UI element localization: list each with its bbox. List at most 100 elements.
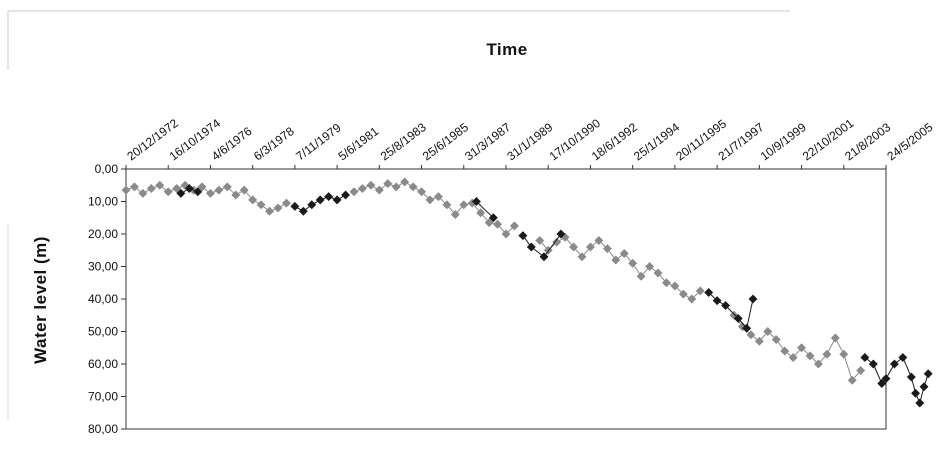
- data-point: [628, 258, 638, 268]
- data-point: [256, 200, 266, 210]
- data-point: [577, 252, 587, 262]
- data-point: [594, 235, 604, 246]
- data-point: [518, 231, 528, 241]
- data-point: [733, 313, 743, 324]
- x-tick-label: 6/3/1978: [251, 124, 297, 163]
- data-point: [417, 187, 427, 197]
- plot-border: [125, 168, 887, 430]
- data-point: [805, 351, 815, 361]
- x-tick-label: 25/6/1985: [420, 120, 471, 164]
- data-point: [678, 289, 688, 299]
- data-point: [748, 294, 758, 304]
- data-point: [611, 255, 621, 265]
- data-point: [877, 378, 887, 389]
- data-point: [400, 177, 410, 187]
- series-line: [125, 181, 862, 382]
- data-point: [383, 179, 393, 189]
- data-point: [754, 336, 764, 346]
- data-point: [273, 203, 283, 213]
- data-point: [239, 185, 249, 195]
- data-point: [425, 195, 435, 205]
- data-point: [898, 352, 908, 363]
- data-point: [180, 180, 190, 190]
- y-tick-label: 60,00: [88, 357, 118, 371]
- x-axis: 20/12/197216/10/19744/6/19766/3/19787/11…: [124, 116, 936, 169]
- data-point: [822, 349, 832, 359]
- data-point: [248, 195, 258, 205]
- data-point: [746, 330, 756, 340]
- data-point: [205, 188, 215, 198]
- data-point: [712, 296, 722, 306]
- data-point: [197, 182, 207, 192]
- data-point: [121, 185, 131, 195]
- data-point: [501, 229, 511, 239]
- data-point: [653, 268, 663, 278]
- data-point: [556, 229, 566, 239]
- data-point: [290, 201, 300, 211]
- data-point: [433, 192, 443, 202]
- data-point: [214, 185, 224, 195]
- data-point: [619, 248, 629, 259]
- data-point: [636, 271, 646, 281]
- data-point: [408, 182, 418, 192]
- data-point: [780, 346, 790, 356]
- data-point: [176, 188, 186, 198]
- series-line: [180, 187, 929, 405]
- data-point: [721, 300, 731, 311]
- data-point: [324, 192, 334, 202]
- data-point: [391, 182, 401, 192]
- x-tick-label: 31/1/1989: [504, 120, 555, 164]
- data-point: [847, 375, 857, 385]
- data-point: [315, 195, 325, 205]
- data-point: [911, 388, 921, 398]
- data-point: [374, 185, 384, 195]
- data-point: [231, 190, 241, 200]
- data-point: [552, 237, 562, 247]
- data-point: [459, 200, 469, 210]
- data-point: [919, 382, 929, 392]
- data-point: [488, 213, 498, 223]
- data-point: [830, 333, 840, 343]
- data-point: [476, 208, 486, 218]
- data-point: [704, 287, 714, 298]
- data-point: [906, 372, 916, 382]
- data-point: [129, 182, 139, 192]
- data-point: [138, 188, 148, 198]
- data-point: [184, 183, 194, 194]
- data-point: [860, 352, 870, 363]
- y-tick-label: 20,00: [88, 227, 118, 241]
- data-point: [569, 242, 579, 252]
- data-point: [172, 183, 182, 194]
- x-tick-label: 25/8/1983: [378, 120, 429, 164]
- x-tick-label: 10/9/1999: [758, 120, 809, 164]
- x-tick-label: 31/3/1987: [462, 120, 513, 164]
- data-point: [856, 365, 866, 376]
- data-point: [471, 196, 481, 207]
- data-point: [868, 359, 878, 369]
- scan-border-lines: [7, 10, 790, 420]
- data-point: [771, 335, 781, 345]
- data-point: [915, 398, 925, 408]
- data-point: [349, 187, 359, 197]
- data-point: [357, 183, 367, 194]
- y-tick-label: 40,00: [88, 292, 118, 306]
- data-point: [366, 180, 376, 190]
- y-tick-label: 10,00: [88, 195, 118, 209]
- data-point: [813, 359, 823, 369]
- x-tick-label: 5/6/1981: [335, 124, 381, 163]
- data-point: [222, 182, 232, 192]
- y-axis: 0,00 10,00 20,00 30,00 40,00 50,00 60,00 70,00 8…: [88, 162, 126, 436]
- data-point: [193, 187, 203, 197]
- data-point: [881, 374, 891, 384]
- data-point: [661, 278, 671, 288]
- x-axis-title: Time: [486, 40, 527, 59]
- data-point: [543, 245, 553, 255]
- data-point: [146, 183, 156, 194]
- x-tick-label: 7/11/1979: [293, 120, 344, 163]
- y-tick-label: 80,00: [88, 422, 118, 436]
- series-1: [176, 183, 933, 408]
- data-point: [298, 206, 308, 216]
- data-point: [788, 352, 798, 363]
- data-point: [889, 359, 899, 369]
